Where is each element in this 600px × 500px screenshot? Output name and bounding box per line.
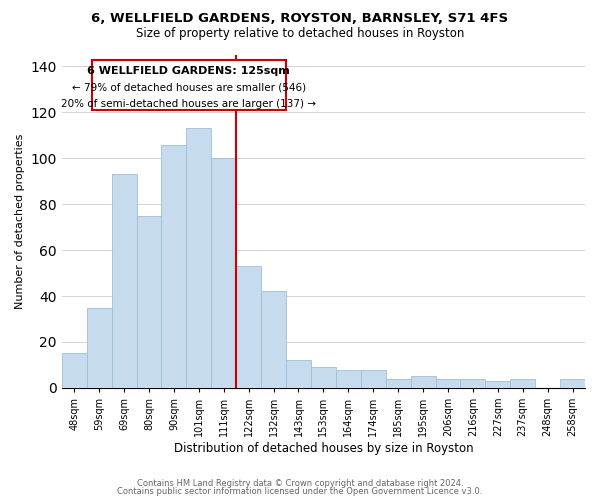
Bar xyxy=(286,360,311,388)
Bar xyxy=(137,216,161,388)
Bar xyxy=(436,378,460,388)
Text: 6, WELLFIELD GARDENS, ROYSTON, BARNSLEY, S71 4FS: 6, WELLFIELD GARDENS, ROYSTON, BARNSLEY,… xyxy=(91,12,509,26)
Bar xyxy=(187,128,211,388)
Bar xyxy=(386,378,410,388)
Text: Size of property relative to detached houses in Royston: Size of property relative to detached ho… xyxy=(136,28,464,40)
Bar xyxy=(485,381,510,388)
Bar xyxy=(261,292,286,388)
Bar xyxy=(161,144,187,388)
Bar xyxy=(410,376,436,388)
Bar xyxy=(336,370,361,388)
Text: Contains public sector information licensed under the Open Government Licence v3: Contains public sector information licen… xyxy=(118,487,482,496)
Bar xyxy=(62,354,87,388)
Bar xyxy=(211,158,236,388)
Y-axis label: Number of detached properties: Number of detached properties xyxy=(15,134,25,309)
Text: 6 WELLFIELD GARDENS: 125sqm: 6 WELLFIELD GARDENS: 125sqm xyxy=(88,66,290,76)
Text: 20% of semi-detached houses are larger (137) →: 20% of semi-detached houses are larger (… xyxy=(61,98,316,108)
Bar xyxy=(311,368,336,388)
Bar xyxy=(560,378,585,388)
Bar xyxy=(361,370,386,388)
Bar xyxy=(112,174,137,388)
Bar xyxy=(460,378,485,388)
Bar xyxy=(87,308,112,388)
FancyBboxPatch shape xyxy=(92,60,286,110)
Text: ← 79% of detached houses are smaller (546): ← 79% of detached houses are smaller (54… xyxy=(72,82,306,92)
X-axis label: Distribution of detached houses by size in Royston: Distribution of detached houses by size … xyxy=(173,442,473,455)
Text: Contains HM Land Registry data © Crown copyright and database right 2024.: Contains HM Land Registry data © Crown c… xyxy=(137,478,463,488)
Bar xyxy=(236,266,261,388)
Bar xyxy=(510,378,535,388)
